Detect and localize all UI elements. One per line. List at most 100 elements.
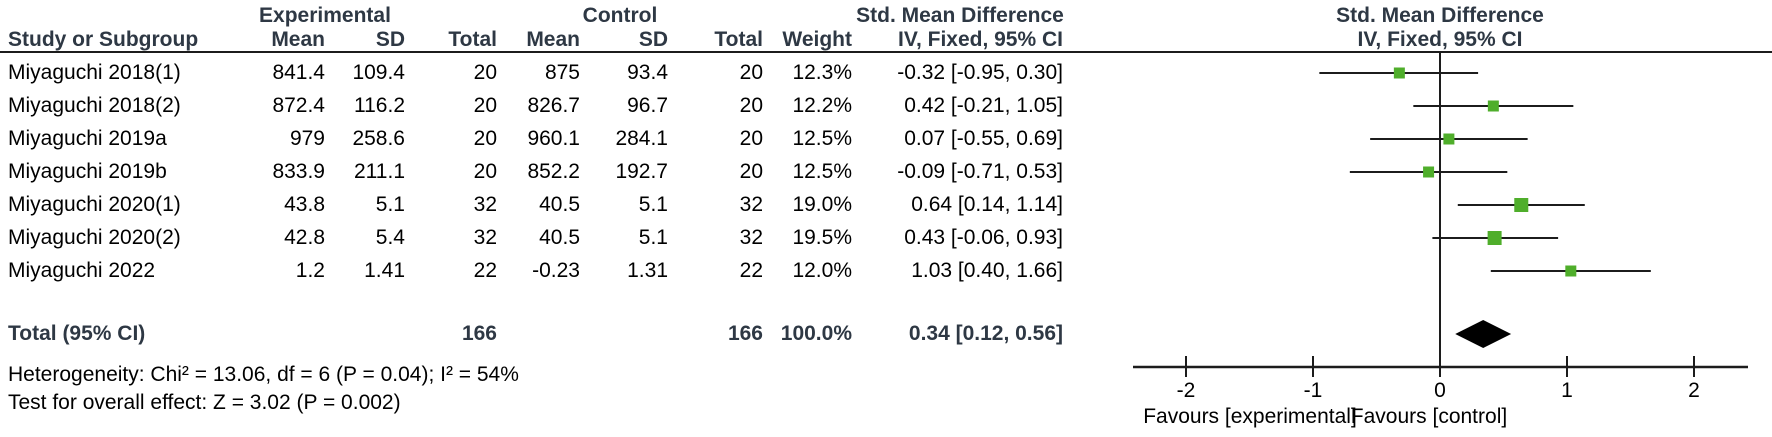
row-exp-sd: 5.1 [375, 193, 405, 216]
row-ctrl-total: 20 [739, 160, 763, 183]
effect-square [1514, 198, 1529, 212]
row-exp-sd: 109.4 [352, 61, 405, 84]
row-exp-total: 32 [473, 193, 497, 216]
heterogeneity-text: Heterogeneity: Chi² = 13.06, df = 6 (P =… [8, 363, 519, 386]
axis-tick-label: -1 [1303, 379, 1323, 402]
axis-tick-label: 0 [1434, 379, 1446, 402]
header-divider-line [0, 51, 1772, 53]
total-row-ctrl-total: 166 [727, 322, 763, 345]
row-ctrl-mean: 40.5 [539, 226, 580, 249]
total-row-label: Total (95% CI) [8, 322, 146, 345]
row-weight: 19.5% [792, 226, 852, 249]
col-header-ctrl-mean: Mean [526, 28, 580, 51]
row-exp-total: 20 [473, 94, 497, 117]
col-header-iv-ci-right: IV, Fixed, 95% CI [1357, 28, 1523, 51]
group-header-experimental: Experimental [259, 4, 391, 27]
row-ctrl-total: 20 [739, 61, 763, 84]
row-exp-total: 20 [473, 127, 497, 150]
total-row-smd-ci: 0.34 [0.12, 0.56] [908, 322, 1063, 345]
row-exp-mean: 1.2 [295, 259, 325, 282]
row-smd-ci: 1.03 [0.40, 1.66] [911, 259, 1063, 282]
favours-control-label: Favours [control] [1350, 405, 1508, 428]
row-smd-ci: -0.32 [-0.95, 0.30] [897, 61, 1063, 84]
row-ctrl-mean: 852.2 [527, 160, 580, 183]
row-ctrl-mean: 826.7 [527, 94, 580, 117]
row-exp-total: 22 [473, 259, 497, 282]
effect-square [1565, 265, 1577, 277]
row-exp-mean: 42.8 [284, 226, 325, 249]
row-ctrl-total: 22 [739, 259, 763, 282]
row-smd-ci: -0.09 [-0.71, 0.53] [897, 160, 1063, 183]
row-ctrl-mean: -0.23 [532, 259, 580, 282]
row-ctrl-sd: 5.1 [638, 226, 668, 249]
row-ctrl-sd: 192.7 [615, 160, 668, 183]
effect-square [1423, 166, 1435, 178]
col-header-exp-total: Total [448, 28, 497, 51]
row-study-label: Miyaguchi 2018(1) [8, 61, 181, 84]
row-exp-mean: 841.4 [272, 61, 325, 84]
row-ctrl-total: 20 [739, 127, 763, 150]
row-ctrl-sd: 284.1 [615, 127, 668, 150]
row-exp-mean: 872.4 [272, 94, 325, 117]
summary-diamond [1455, 320, 1512, 348]
total-row-exp-total: 166 [461, 322, 497, 345]
row-exp-mean: 43.8 [284, 193, 325, 216]
row-exp-mean: 833.9 [272, 160, 325, 183]
col-header-ctrl-total: Total [714, 28, 763, 51]
row-exp-sd: 258.6 [352, 127, 405, 150]
effect-square [1487, 100, 1499, 112]
row-smd-ci: 0.43 [-0.06, 0.93] [904, 226, 1063, 249]
row-exp-total: 20 [473, 61, 497, 84]
row-weight: 12.5% [792, 127, 852, 150]
col-header-iv-ci-left: IV, Fixed, 95% CI [898, 28, 1063, 51]
row-ctrl-sd: 96.7 [627, 94, 668, 117]
row-exp-mean: 979 [289, 127, 325, 150]
row-study-label: Miyaguchi 2019a [8, 127, 167, 150]
row-exp-total: 20 [473, 160, 497, 183]
row-exp-sd: 211.1 [354, 160, 405, 183]
row-ctrl-sd: 5.1 [638, 193, 668, 216]
row-study-label: Miyaguchi 2019b [8, 160, 167, 183]
row-ctrl-total: 32 [739, 226, 763, 249]
row-weight: 19.0% [792, 193, 852, 216]
axis-tick-label: 2 [1688, 379, 1700, 402]
total-row-weight: 100.0% [780, 322, 852, 345]
overall-effect-text: Test for overall effect: Z = 3.02 (P = 0… [8, 391, 401, 414]
col-header-exp-mean: Mean [271, 28, 325, 51]
effect-square [1487, 231, 1502, 245]
row-study-label: Miyaguchi 2018(2) [8, 94, 181, 117]
row-study-label: Miyaguchi 2020(1) [8, 193, 181, 216]
row-ctrl-sd: 93.4 [627, 61, 668, 84]
col-header-exp-sd: SD [375, 28, 405, 51]
effect-square [1443, 133, 1455, 145]
row-exp-sd: 5.4 [375, 226, 405, 249]
row-weight: 12.0% [792, 259, 852, 282]
row-ctrl-total: 20 [739, 94, 763, 117]
col-header-weight: Weight [782, 28, 852, 51]
row-ctrl-total: 32 [739, 193, 763, 216]
axis-tick-label: 1 [1561, 379, 1573, 402]
col-header-study: Study or Subgroup [8, 28, 199, 51]
group-header-control: Control [582, 4, 658, 27]
row-weight: 12.2% [792, 94, 852, 117]
row-smd-ci: 0.07 [-0.55, 0.69] [904, 127, 1063, 150]
col-header-ctrl-sd: SD [638, 28, 668, 51]
row-smd-ci: 0.64 [0.14, 1.14] [911, 193, 1063, 216]
row-weight: 12.5% [792, 160, 852, 183]
row-ctrl-mean: 875 [544, 61, 580, 84]
group-header-smd-left: Std. Mean Difference [856, 4, 1064, 27]
row-exp-total: 32 [473, 226, 497, 249]
row-study-label: Miyaguchi 2022 [8, 259, 156, 282]
row-exp-sd: 1.41 [364, 259, 405, 282]
row-weight: 12.3% [792, 61, 852, 84]
row-study-label: Miyaguchi 2020(2) [8, 226, 181, 249]
group-header-smd-right: Std. Mean Difference [1336, 4, 1544, 27]
row-ctrl-mean: 960.1 [527, 127, 580, 150]
row-ctrl-mean: 40.5 [539, 193, 580, 216]
row-exp-sd: 116.2 [354, 94, 405, 117]
axis-tick-label: -2 [1176, 379, 1196, 402]
row-smd-ci: 0.42 [-0.21, 1.05] [904, 94, 1063, 117]
favours-experimental-label: Favours [experimental] [1143, 405, 1357, 428]
effect-square [1393, 67, 1405, 79]
